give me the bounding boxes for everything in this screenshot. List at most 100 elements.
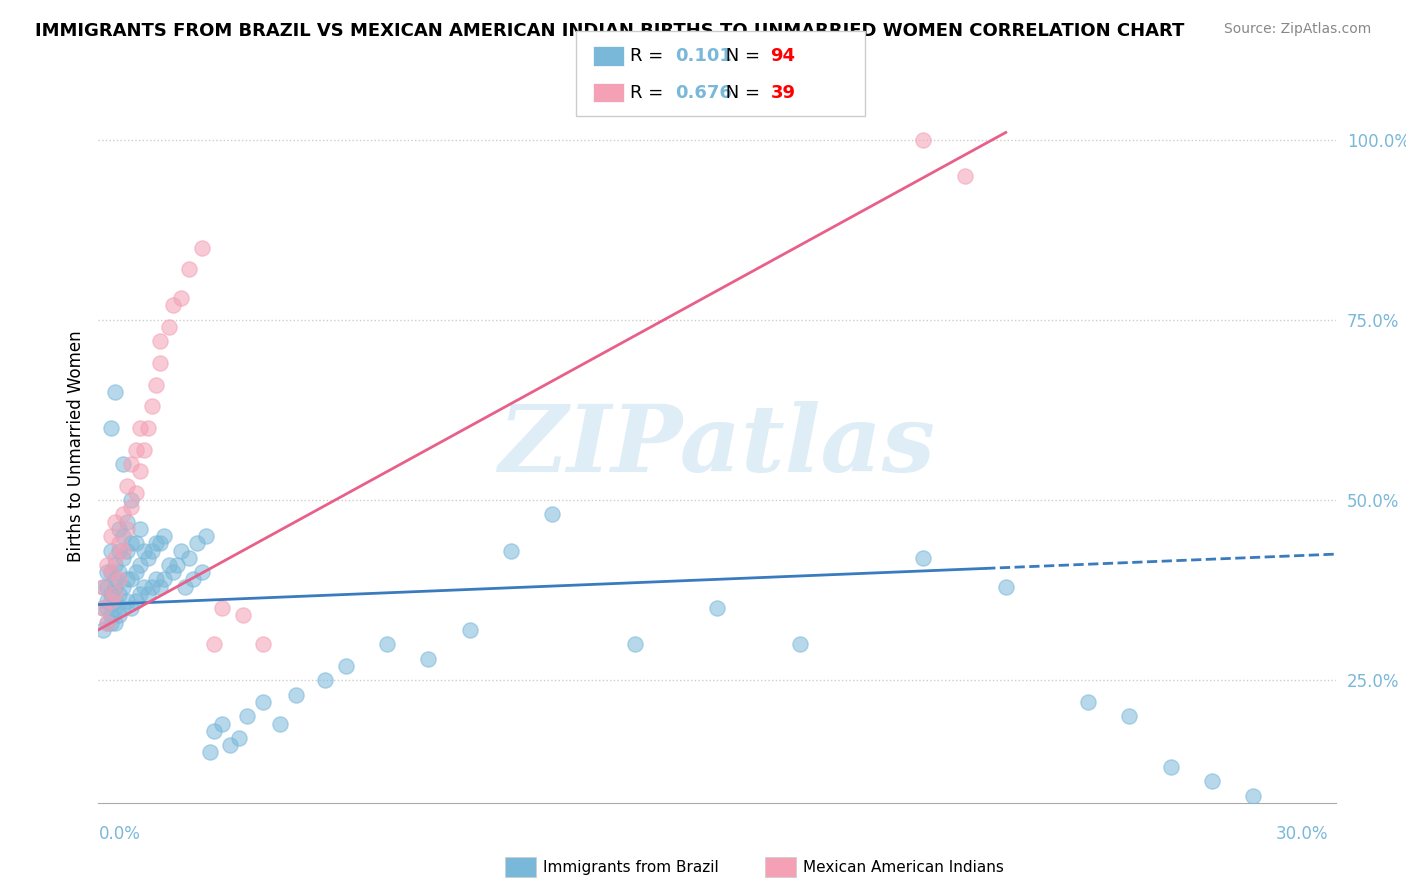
Point [190,565,212,579]
Point [104,515,127,529]
Point [252,637,274,651]
Point [124,565,146,579]
Text: Mexican American Indians: Mexican American Indians [803,860,1004,874]
Point [418,651,440,665]
Y-axis label: Births to Unmarried Women: Births to Unmarried Women [66,330,84,562]
Point [194,529,217,543]
Point [96,615,118,630]
Point [124,594,146,608]
Point [120,457,142,471]
Point [112,550,135,565]
Point [117,515,139,529]
Point [96,615,118,630]
Point [269,716,291,731]
Point [108,522,131,536]
Point [211,716,233,731]
Point [499,543,522,558]
Point [112,508,135,522]
Point [91,601,114,615]
Point [104,550,127,565]
Point [128,421,150,435]
Point [181,572,204,586]
Point [170,543,193,558]
Point [104,384,127,399]
Point [117,543,139,558]
Point [117,522,139,536]
Point [136,550,159,565]
Text: 0.101: 0.101 [675,47,731,65]
Point [124,442,146,457]
Point [1077,695,1099,709]
Point [108,587,131,601]
Point [91,601,114,615]
Point [100,529,122,543]
Point [100,587,122,601]
Point [104,572,127,586]
Point [1118,709,1140,723]
Point [174,580,197,594]
Point [170,291,193,305]
Text: IMMIGRANTS FROM BRAZIL VS MEXICAN AMERICAN INDIAN BIRTHS TO UNMARRIED WOMEN CORR: IMMIGRANTS FROM BRAZIL VS MEXICAN AMERIC… [35,22,1184,40]
Point [912,550,935,565]
Point [104,558,127,572]
Point [228,731,250,745]
Point [104,587,127,601]
Point [104,601,127,615]
Point [789,637,811,651]
Point [153,529,176,543]
Point [136,421,159,435]
Point [912,133,935,147]
Point [91,623,114,637]
Point [96,594,118,608]
Point [91,580,114,594]
Text: 0.676: 0.676 [675,84,731,102]
Point [458,623,481,637]
Point [211,601,233,615]
Point [953,169,976,183]
Point [128,587,150,601]
Point [120,601,142,615]
Point [117,594,139,608]
Point [100,608,122,623]
Point [149,334,172,349]
Point [108,608,131,623]
Point [236,709,259,723]
Point [149,536,172,550]
Point [141,580,163,594]
Point [166,558,188,572]
Point [96,580,118,594]
Point [96,601,118,615]
Text: R =: R = [630,84,669,102]
Point [198,745,221,759]
Point [706,601,728,615]
Point [141,400,163,414]
Point [120,572,142,586]
Point [117,572,139,586]
Point [179,550,201,565]
Point [128,464,150,478]
Point [202,637,225,651]
Point [994,580,1017,594]
Point [100,543,122,558]
Point [108,565,131,579]
Point [132,543,155,558]
Point [1160,760,1182,774]
Point [149,580,172,594]
Point [100,565,122,579]
Point [162,298,184,312]
Point [120,536,142,550]
Point [132,580,155,594]
Text: 0.0%: 0.0% [98,825,141,843]
Point [108,543,131,558]
Text: 30.0%: 30.0% [1277,825,1329,843]
Point [136,587,159,601]
Point [162,565,184,579]
Text: N =: N = [720,84,766,102]
Point [190,241,212,255]
Point [124,536,146,550]
Text: 94: 94 [770,47,796,65]
Point [112,601,135,615]
Text: N =: N = [720,47,766,65]
Point [541,508,564,522]
Point [132,442,155,457]
